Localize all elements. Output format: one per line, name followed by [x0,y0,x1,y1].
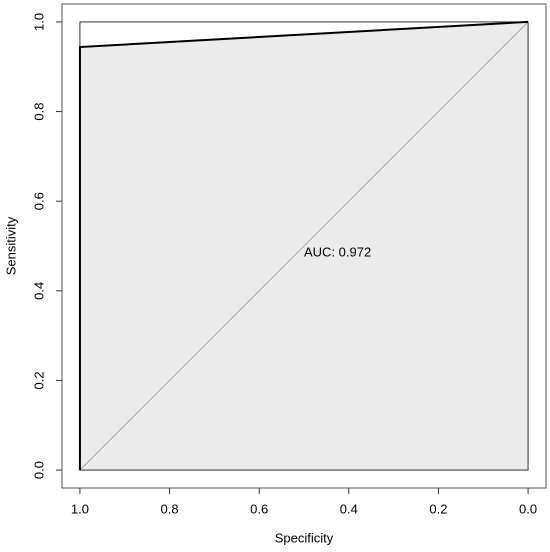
y-tick-label: 0.6 [31,192,46,210]
y-tick-label: 1.0 [31,13,46,31]
roc-curve [78,20,529,471]
x-tick-label: 0.8 [161,501,179,516]
y-tick-label: 0.4 [31,282,46,300]
x-tick-label: 1.0 [71,501,89,516]
y-tick-label: 0.2 [31,371,46,389]
x-tick-label: 0.6 [250,501,268,516]
x-tick-label: 0.0 [519,501,537,516]
x-axis-title: Specificity [275,530,334,545]
x-tick-label: 0.4 [340,501,358,516]
reference-line [79,21,529,471]
y-tick-label: 0.8 [31,103,46,121]
x-tick-label: 0.2 [429,501,447,516]
annotation: AUC: 0.972 [304,244,371,259]
y-tick-label: 0.0 [31,461,46,479]
y-axis-title: Sensitivity [3,216,18,275]
